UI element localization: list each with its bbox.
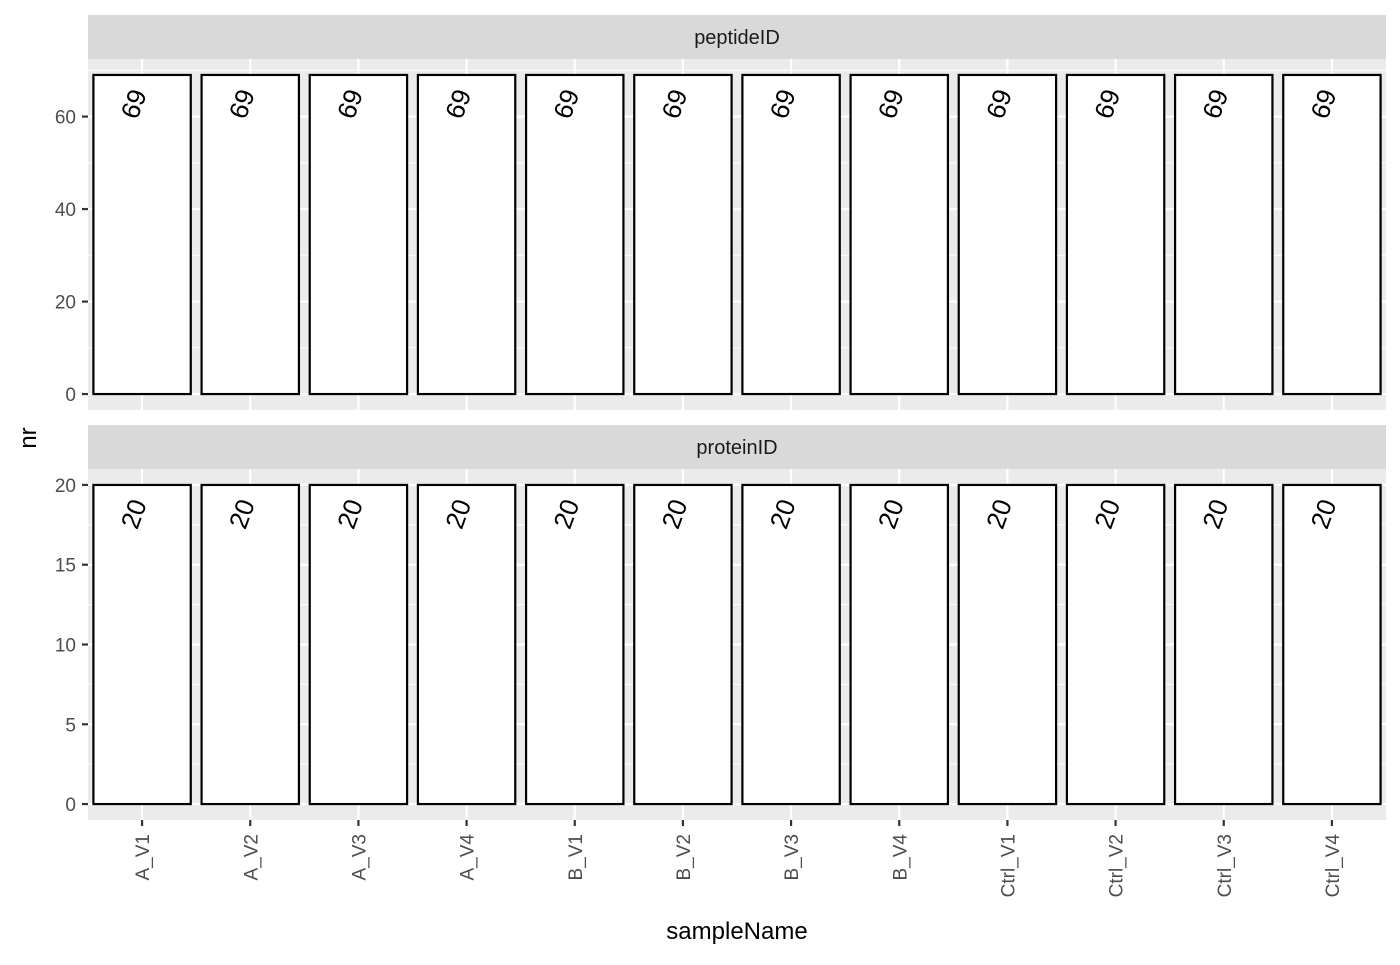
x-tick-label: A_V2 [241,834,262,880]
facet-strip [88,15,1386,59]
x-tick-label: A_V3 [349,834,370,880]
bar-B_V3 [741,73,841,396]
bar-Ctrl_V2 [1065,483,1166,806]
facet-strip [88,425,1386,469]
x-tick-label: B_V4 [890,834,911,881]
bar-Ctrl_V4 [1282,73,1382,396]
bar-Ctrl_V2 [1065,73,1166,396]
bar-Ctrl_V3 [1173,483,1274,806]
bar-A_V1 [92,73,192,396]
bar-B_V1 [524,73,625,396]
y-tick-label: 20 [55,293,76,314]
bar-Ctrl_V1 [957,73,1058,396]
x-tick-label: B_V1 [566,834,587,880]
bar-A_V2 [200,483,301,806]
y-tick-label: 40 [55,200,76,221]
bar-B_V2 [633,73,733,396]
y-tick-label: 10 [55,636,76,657]
bar-Ctrl_V1 [957,483,1058,806]
bar-Ctrl_V3 [1173,73,1274,396]
bar-B_V3 [741,483,841,806]
x-tick-label: A_V1 [133,834,154,880]
bar-B_V4 [849,483,950,806]
bar-B_V2 [633,483,733,806]
facet-strip-label: proteinID [696,437,777,459]
x-tick-label: A_V4 [458,834,479,881]
bar-A_V4 [416,73,517,396]
y-tick-label: 15 [55,556,76,577]
bar-B_V4 [849,73,950,396]
y-tick-label: 20 [55,476,76,497]
x-tick-label: B_V3 [782,834,803,880]
facet-strip-label: peptideID [694,27,780,49]
y-tick-label: 60 [55,108,76,129]
bar-A_V3 [308,73,409,396]
bar-A_V3 [308,483,409,806]
x-axis-title: sampleName [666,918,807,945]
bar-A_V4 [416,483,517,806]
y-axis-title: nr [15,427,42,448]
x-tick-label: Ctrl_V1 [998,834,1019,897]
x-tick-label: Ctrl_V3 [1215,834,1236,897]
y-tick-label: 5 [65,715,76,736]
bar-A_V2 [200,73,301,396]
x-tick-label: Ctrl_V4 [1323,834,1344,898]
y-tick-label: 0 [65,795,76,816]
bar-Ctrl_V4 [1282,483,1382,806]
bar-B_V1 [524,483,625,806]
bar-A_V1 [92,483,192,806]
y-tick-label: 0 [65,385,76,406]
x-tick-label: Ctrl_V2 [1107,834,1128,897]
x-tick-label: B_V2 [674,834,695,880]
